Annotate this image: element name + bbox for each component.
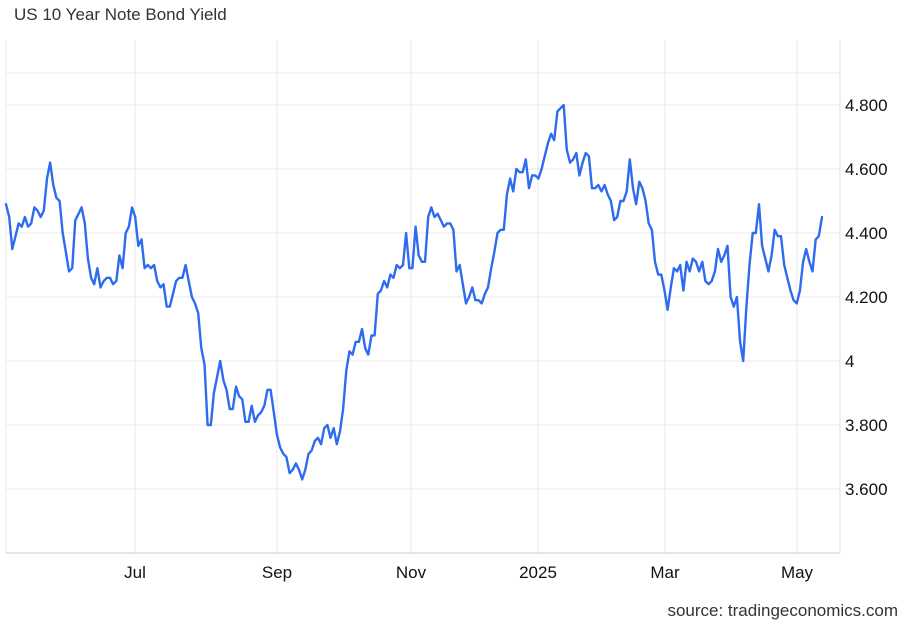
x-tick-label: Nov: [396, 563, 427, 582]
source-credit: source: tradingeconomics.com: [667, 601, 898, 620]
x-tick-labels: Jul Sep Nov 2025 Mar May: [124, 563, 813, 582]
x-tick-label: Jul: [124, 563, 146, 582]
x-tick-label: May: [781, 563, 814, 582]
y-tick-label: 4: [845, 352, 854, 371]
y-tick-labels: 4.800 4.600 4.400 4.200 4 3.800 3.600: [845, 96, 888, 499]
y-tick-label: 4.200: [845, 288, 888, 307]
horizontal-gridlines: [6, 72, 840, 490]
x-tick-label: Sep: [262, 563, 292, 582]
y-tick-label: 4.600: [845, 160, 888, 179]
y-tick-label: 4.800: [845, 96, 888, 115]
chart-title: US 10 Year Note Bond Yield: [14, 5, 227, 24]
y-tick-label: 3.800: [845, 416, 888, 435]
x-tick-label: 2025: [519, 563, 557, 582]
x-tick-label: Mar: [650, 563, 680, 582]
line-chart: Jul Sep Nov 2025 Mar May 4.800 4.600 4.400 4.200…: [4, 40, 888, 582]
y-tick-label: 4.400: [845, 224, 888, 243]
yield-series-line: [4, 103, 824, 481]
y-tick-label: 3.600: [845, 480, 888, 499]
